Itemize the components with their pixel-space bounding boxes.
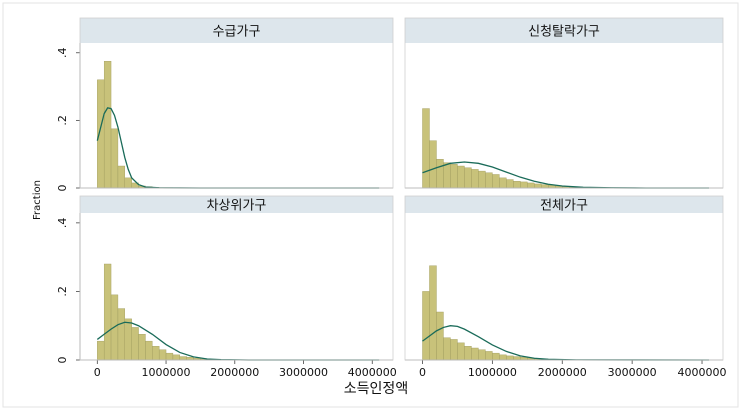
panel-title: 수급가구: [213, 25, 261, 40]
histogram-bar: [492, 352, 500, 361]
histogram-bar: [117, 165, 126, 189]
panel-frame: [79, 17, 394, 189]
histogram-bar: [492, 174, 500, 189]
histogram-bar: [103, 61, 112, 189]
histogram-bar: [158, 349, 167, 361]
x-tick-label: 4000000: [348, 366, 397, 379]
panel-header: [80, 196, 393, 213]
histogram-bar: [464, 346, 472, 361]
panel-3: 차상위가구 0 .2 .4 0 1000000 2000000 3000000 4000000: [56, 195, 397, 379]
x-tick-label: 1000000: [468, 366, 517, 379]
histogram-bar: [534, 183, 542, 189]
y-tick-label: .2: [56, 115, 69, 126]
histogram-bar: [117, 308, 126, 361]
x-tick-label: 2000000: [210, 366, 259, 379]
histogram-bar: [520, 357, 528, 361]
x-tick-label: 3000000: [279, 366, 328, 379]
panel-frame: [404, 195, 724, 361]
panel-title: 차상위가구: [207, 199, 267, 214]
density-curve: [96, 107, 380, 189]
histogram-bar: [457, 342, 465, 361]
histogram-bar: [97, 79, 105, 189]
histogram-bar: [436, 311, 444, 361]
histogram-bar: [464, 167, 472, 189]
histogram-bar: [165, 352, 174, 361]
x-tick-label: 4000000: [678, 366, 727, 379]
histogram-bar: [429, 265, 437, 361]
y-axis-title: Fraction: [32, 180, 43, 220]
plot-region: [80, 43, 393, 188]
x-tick-label: 2000000: [538, 366, 587, 379]
histogram-bar: [520, 181, 528, 189]
histogram-bar: [506, 179, 514, 189]
y-tick-label: 0: [56, 357, 69, 364]
histogram-bar: [499, 177, 507, 189]
x-axis-title: 소득인정액: [344, 381, 408, 397]
histogram-bar: [478, 170, 486, 189]
panel-2: 신청탈락가구: [404, 17, 724, 189]
histogram-bar: [422, 108, 430, 189]
panel-header: [405, 196, 723, 213]
x-tick-label: 0: [419, 366, 426, 379]
plot-region: [405, 43, 723, 188]
histogram-bar: [124, 318, 132, 361]
histogram-bar: [110, 128, 119, 189]
histogram-bar: [548, 185, 556, 189]
histogram-bar: [527, 182, 535, 189]
histogram-bar: [513, 181, 521, 189]
histogram-bar: [443, 162, 451, 189]
histogram-bar: [450, 164, 458, 189]
histogram-bar: [457, 165, 465, 189]
histogram-bar: [478, 349, 486, 361]
x-tick-label: 3000000: [608, 366, 657, 379]
histogram-bar: [124, 177, 132, 189]
panel-title: 전체가구: [540, 199, 588, 214]
y-tick-label: .2: [56, 286, 69, 297]
y-tick-label: .4: [56, 218, 69, 229]
histogram-bar: [131, 327, 139, 361]
histogram-bar: [429, 140, 437, 189]
panel-1: 수급가구 0 .2 .4: [56, 17, 394, 192]
histogram-bar: [450, 339, 458, 361]
histogram-bar: [436, 159, 444, 189]
histogram-bar: [443, 337, 451, 361]
x-tick-label: 0: [94, 366, 101, 379]
histogram-bar: [485, 172, 493, 189]
histogram-bar: [97, 340, 105, 361]
histogram-bar: [179, 356, 187, 361]
panel-frame: [404, 17, 724, 189]
y-tick-label: 0: [56, 185, 69, 192]
histogram-bar: [138, 334, 146, 361]
histogram-bar: [145, 340, 153, 361]
histogram-bar: [422, 291, 430, 361]
histogram-bar: [541, 184, 549, 189]
histogram-bar: [499, 354, 507, 361]
plot-region: [405, 213, 723, 360]
x-tick-label: 1000000: [142, 366, 191, 379]
histogram-bar: [513, 356, 521, 361]
y-tick-label: .4: [56, 48, 69, 59]
density-curve: [422, 325, 710, 361]
histogram-bar: [152, 346, 160, 361]
panel-frame: [79, 195, 394, 361]
histogram-bar: [506, 355, 514, 361]
panel-4: 전체가구 0 1000000 2000000 3000000 4000000: [404, 195, 727, 379]
histogram-bar: [485, 351, 493, 361]
histogram-bar: [186, 357, 194, 361]
histogram-bar: [471, 169, 479, 189]
panel-header: [80, 18, 393, 43]
density-curve: [96, 321, 380, 361]
histogram-bar: [471, 347, 479, 361]
histogram-bar: [103, 263, 112, 361]
panel-header: [405, 18, 723, 43]
panel-title: 신청탈락가구: [528, 25, 600, 40]
histogram-bar: [172, 354, 180, 361]
